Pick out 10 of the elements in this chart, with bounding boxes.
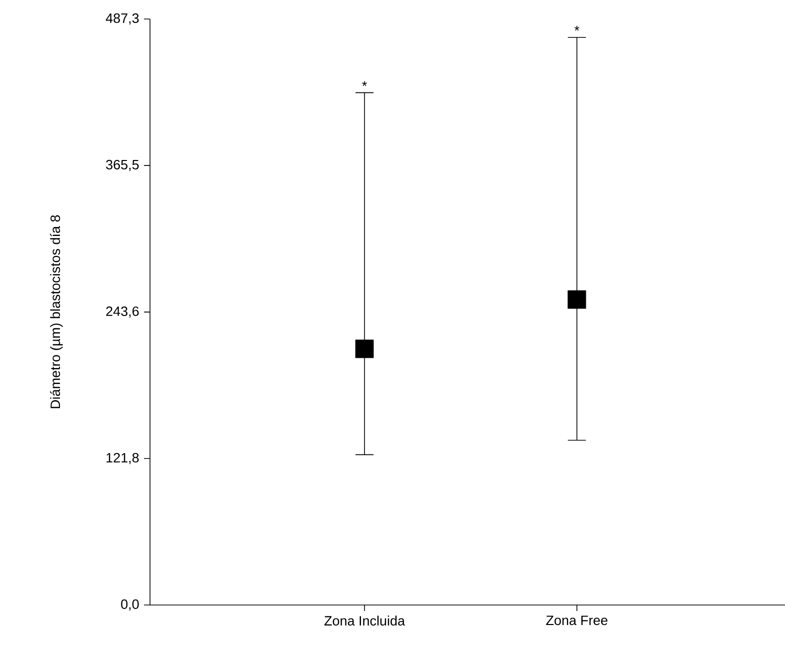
annotation: * — [362, 81, 367, 86]
x-tick-label: Zona Free — [546, 616, 608, 626]
y-tick-label: 487,3 — [106, 13, 139, 25]
annotation: * — [574, 26, 580, 31]
y-tick-label: 243,6 — [106, 306, 139, 318]
y-tick-label: 121,8 — [106, 452, 139, 464]
y-tick-label: 365,5 — [106, 160, 139, 172]
x-tick-label: Zona Incluida — [324, 616, 406, 626]
y-tick-label: 0,0 — [121, 599, 139, 611]
y-axis-title: Diámetro (µm) blastocistos día 8 — [50, 215, 63, 408]
